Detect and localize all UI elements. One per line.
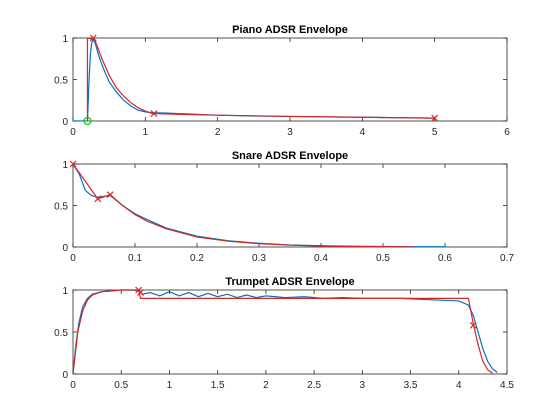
trumpet-plot: 0 0.5 1 1.5 2 2.5 3 3.5 4 4.5 0 0.5 1 Trumpet ADSR En…	[54, 276, 514, 391]
snare-x-marker	[106, 191, 114, 199]
trumpet-adsr-fit-line	[73, 289, 493, 374]
piano-x-marker	[431, 114, 439, 122]
piano-x-tick-label: 2	[215, 127, 221, 138]
trumpet-x-marker	[469, 321, 477, 329]
snare-y-tick-label: 0.5	[54, 202, 68, 213]
piano-title: Piano ADSR Envelope	[232, 24, 348, 36]
snare-x-tick-label: 0.7	[500, 253, 514, 264]
piano-x-tick-label: 5	[432, 127, 438, 138]
piano-x-tick-label: 6	[504, 127, 510, 138]
trumpet-x-tick-label: 1	[167, 380, 173, 391]
trumpet-x-tick-label: 4.5	[500, 380, 514, 391]
snare-x-tick-label: 0	[70, 253, 76, 264]
snare-x-marker	[69, 160, 77, 168]
snare-x-tick-label: 0.3	[252, 253, 266, 264]
trumpet-y-tick-label: 0	[62, 370, 68, 381]
snare-y-tick-label: 1	[62, 160, 68, 171]
snare-plot: 0 0.1 0.2 0.3 0.4 0.5 0.6 0.7 0 0.5 1 Snare ADSR En…	[54, 150, 514, 264]
piano-adsr-fit-line	[86, 37, 435, 121]
trumpet-x-marker	[137, 289, 144, 296]
piano-plot: 0 1 2 3 4 5 6 0 0.5 1 Piano ADSR Envelope	[54, 24, 510, 138]
piano-y-tick-label: 1	[62, 34, 68, 45]
snare-x-tick-label: 0.6	[438, 253, 452, 264]
piano-x-tick-label: 1	[143, 127, 149, 138]
snare-x-tick-label: 0.4	[314, 253, 328, 264]
trumpet-x-tick-label: 0.5	[114, 380, 128, 391]
piano-x-tick-label: 0	[70, 127, 76, 138]
piano-x-marker	[89, 34, 97, 42]
trumpet-x-tick-label: 1.5	[211, 380, 225, 391]
trumpet-y-tick-label: 0.5	[54, 328, 68, 339]
piano-x-tick-label: 3	[287, 127, 293, 138]
snare-axes-box	[72, 163, 508, 248]
snare-title: Snare ADSR Envelope	[232, 150, 348, 162]
snare-y-tick-label: 0	[62, 243, 68, 254]
piano-x-marker	[150, 110, 158, 117]
trumpet-x-tick-label: 3.5	[404, 380, 418, 391]
piano-y-tick-label: 0	[62, 117, 68, 128]
trumpet-x-tick-label: 2.5	[307, 380, 321, 391]
trumpet-title: Trumpet ADSR Envelope	[225, 276, 354, 288]
trumpet-axes-box	[72, 289, 508, 375]
trumpet-x-tick-label: 0	[70, 380, 76, 391]
piano-y-tick-label: 0.5	[54, 76, 68, 87]
snare-x-tick-label: 0.1	[128, 253, 142, 264]
trumpet-x-tick-label: 2	[263, 380, 269, 391]
trumpet-x-tick-label: 3	[360, 380, 366, 391]
snare-x-marker	[94, 195, 102, 203]
trumpet-x-tick-label: 4	[456, 380, 462, 391]
snare-x-tick-label: 0.2	[190, 253, 204, 264]
piano-axes-box	[72, 37, 508, 122]
piano-circle-marker	[83, 116, 92, 126]
snare-x-tick-label: 0.5	[376, 253, 390, 264]
snare-adsr-fit-line	[73, 163, 415, 247]
trumpet-y-tick-label: 1	[62, 286, 68, 297]
piano-x-tick-label: 4	[360, 127, 366, 138]
